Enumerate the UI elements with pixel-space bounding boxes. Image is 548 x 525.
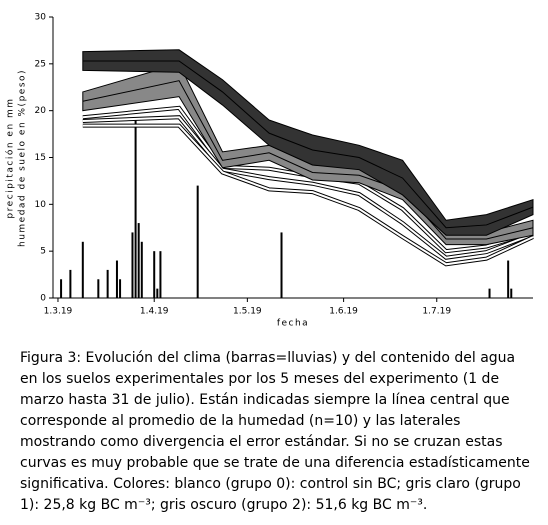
precipitation-bar — [156, 288, 159, 298]
x-axis-label: fecha — [277, 319, 309, 329]
precipitation-bar — [119, 279, 122, 298]
center-line — [82, 80, 534, 240]
y-tick-label: 10 — [35, 200, 47, 210]
error-band — [82, 49, 534, 236]
precipitation-bar — [159, 251, 162, 298]
precipitation-bar — [196, 185, 199, 298]
precipitation-bar — [280, 232, 283, 298]
precipitation-bar — [140, 241, 143, 298]
y-tick-label: 30 — [35, 13, 47, 23]
caption: Figura 3: Evolución del clima (barras=ll… — [20, 350, 530, 513]
x-tick-label: 1.6.19 — [329, 307, 358, 317]
precipitation-bar — [137, 223, 140, 298]
x-tick-label: 1.4.19 — [140, 307, 169, 317]
group-line — [82, 124, 534, 266]
precipitation-bar — [153, 251, 156, 298]
precipitation-bar — [97, 279, 100, 298]
precipitation-bar — [81, 241, 84, 298]
y-axis-label: humedad de suelo en %(peso) — [18, 69, 28, 247]
x-tick-label: 1.7.19 — [422, 307, 451, 317]
y-tick-label: 15 — [35, 153, 46, 163]
chart: precipitación en mm humedad de suelo en … — [5, 13, 534, 329]
precipitation-bar — [106, 269, 109, 298]
group-line — [82, 116, 534, 259]
precipitation-bar — [131, 232, 134, 298]
x-tick-label: 1.3.19 — [44, 307, 73, 317]
y-tick-label: 0 — [40, 294, 46, 304]
y-tick-label: 20 — [35, 106, 47, 116]
y-tick-label: 25 — [35, 59, 46, 69]
center-line — [82, 60, 534, 229]
precipitation-bar — [488, 288, 491, 298]
precipitation-bar — [115, 260, 118, 298]
precipitation-bar — [510, 288, 513, 298]
precipitation-bar — [507, 260, 510, 298]
y-tick-label: 5 — [40, 247, 46, 257]
y-axis-label: precipitación en mm — [5, 97, 16, 218]
precipitation-bar — [69, 269, 72, 298]
precipitation-bar — [134, 120, 137, 299]
x-tick-label: 1.5.19 — [233, 307, 262, 317]
precipitation-bar — [60, 279, 63, 298]
